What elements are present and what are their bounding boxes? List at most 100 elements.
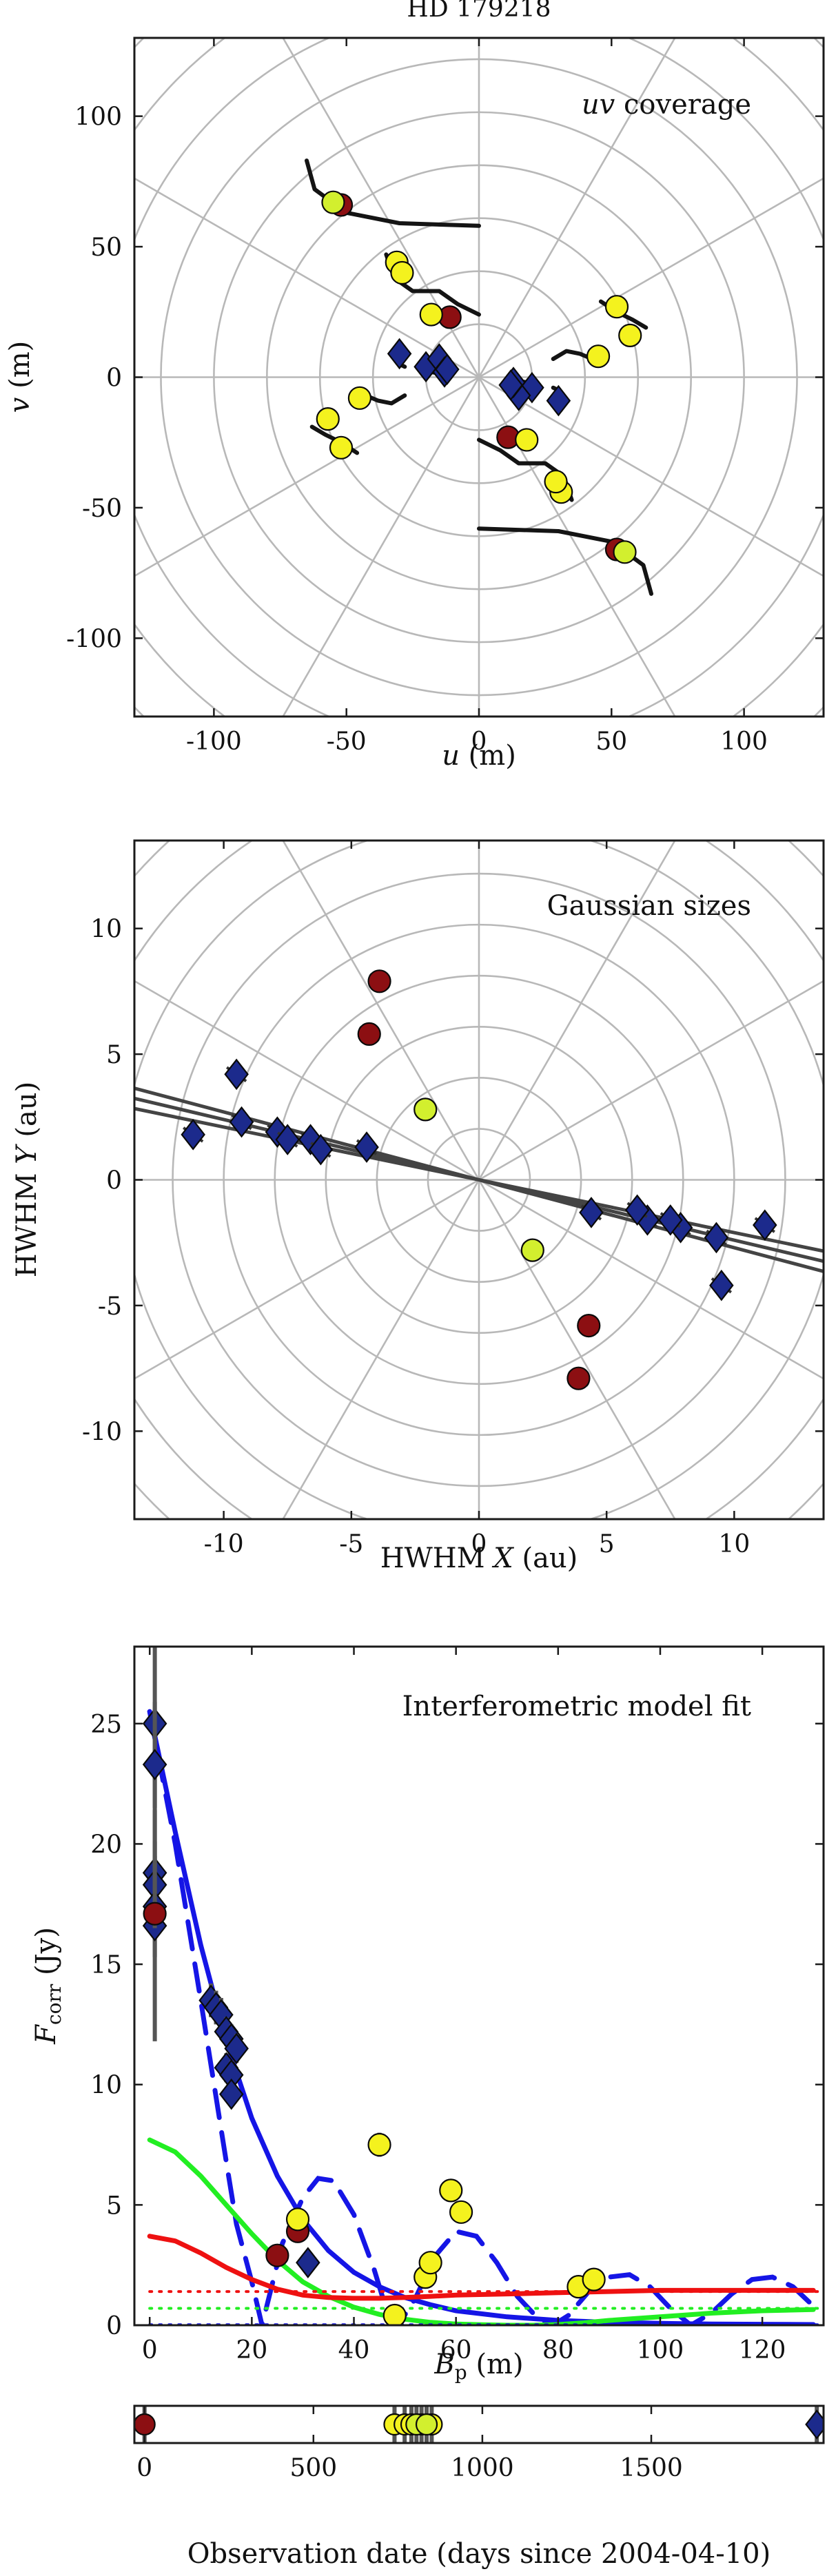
date-diamond-point: [805, 2409, 824, 2440]
uv-circle-point: [613, 540, 637, 564]
date-ticks: 0 500 1000 1500: [136, 2406, 683, 2482]
model-panel-title: Interferometric model fit: [402, 1691, 751, 1722]
model-line: [147, 1709, 816, 2325]
panel-uv-coverage: -100 -50 0 50 100 -100 -50 0 50 100 uv coverage u…: [4, 37, 825, 772]
uv-circle-point: [329, 435, 354, 460]
x-tick-label: -5: [339, 1530, 363, 1558]
gaussian-diamond-point: [704, 1222, 729, 1254]
gaussian-diamond-point: [709, 1269, 734, 1301]
model-diamond-point: [296, 2247, 320, 2278]
y-tick-label: 50: [90, 234, 122, 262]
uv-x-axis-label: u (m): [442, 740, 516, 772]
x-tick-label: 5: [599, 1530, 615, 1558]
x-tick-label: 60: [440, 2336, 472, 2364]
x-tick-label: 120: [739, 2336, 786, 2364]
date-points: [134, 2406, 824, 2443]
gaussian-circle-point: [577, 1313, 601, 1338]
x-tick-label: 500: [289, 2454, 337, 2482]
uv-y-axis-label: v (m): [4, 341, 36, 413]
y-tick-label: 5: [106, 2192, 122, 2220]
uv-circle-point: [321, 190, 345, 214]
uv-circle-point: [347, 386, 372, 410]
gaussian-circle-point: [357, 1022, 381, 1047]
model-ticks: 0 20 40 60 80 100 120 0 5 10 15 20 25: [90, 1647, 824, 2364]
gaussian-x-axis-label: HWHM X (au): [380, 1543, 578, 1574]
x-tick-label: 20: [236, 2336, 267, 2364]
date-circle-point: [134, 2413, 156, 2436]
uv-circle-point: [515, 428, 539, 452]
x-tick-label: 0: [471, 728, 487, 756]
date-circle-point: [415, 2413, 438, 2436]
date-plot-frame: [133, 2404, 825, 2444]
model-points: [142, 1647, 606, 2325]
uv-diamond-point: [498, 369, 523, 401]
gaussian-diamond-point: [229, 1106, 254, 1138]
y-tick-label: -100: [66, 625, 122, 653]
y-tick-label: -5: [98, 1292, 122, 1321]
y-tick-label: 10: [90, 2072, 122, 2100]
x-tick-label: 80: [542, 2336, 574, 2364]
grid-spoke: [134, 177, 824, 577]
x-tick-label: 50: [595, 728, 627, 756]
y-tick-label: -10: [82, 1418, 122, 1446]
grid-spoke: [282, 841, 676, 1519]
gaussian-panel-title: Gaussian sizes: [547, 890, 751, 922]
gaussian-circle-point: [367, 969, 391, 993]
uv-circle-point: [544, 469, 568, 494]
model-circle-point: [367, 2132, 391, 2157]
model-lines: [147, 1709, 824, 2325]
panel-model-fit: 0 20 40 60 80 100 120 0 5 10 15 20 25 Interferometri…: [30, 1645, 825, 2384]
x-tick-label: 0: [136, 2454, 152, 2482]
model-circle-point: [265, 2243, 289, 2267]
uv-circle-point: [586, 344, 611, 369]
gaussian-diamond-point: [354, 1131, 379, 1163]
x-tick-label: 100: [720, 728, 768, 756]
uv-circle-point: [390, 260, 414, 285]
panel-observation-dates: 0 500 1000 1500 Observation date (days sinc…: [133, 2404, 825, 2570]
uv-circle-point: [618, 323, 642, 347]
model-circle-point: [285, 2207, 310, 2232]
gaussian-ticks: -10 -5 0 5 10 -10 -5 0 5 10: [82, 841, 824, 1558]
gaussian-diamond-point: [308, 1133, 334, 1166]
x-tick-label: -10: [204, 1530, 244, 1558]
y-tick-label: 20: [90, 1831, 122, 1859]
model-x-axis-label: Bp (m): [433, 2349, 523, 2384]
uv-diamond-point: [435, 353, 460, 385]
model-diamond-point: [224, 2032, 249, 2065]
y-tick-label: 100: [74, 103, 122, 132]
uv-diamond-point: [546, 384, 571, 417]
gaussian-diamond-point: [275, 1124, 300, 1155]
model-diamond-point: [218, 2078, 244, 2110]
uv-polar-grid: [134, 38, 824, 717]
y-tick-label: 5: [106, 1041, 122, 1069]
x-tick-label: -100: [186, 728, 242, 756]
x-tick-label: 1000: [451, 2454, 514, 2482]
figure-title: HD 179218: [407, 0, 551, 23]
x-tick-label: 0: [142, 2336, 158, 2364]
uv-circle-point: [316, 407, 340, 431]
model-circle-point: [439, 2178, 463, 2203]
gaussian-diamond-point: [579, 1197, 604, 1228]
model-diamond-point: [142, 1749, 167, 1780]
gaussian-circle-point: [520, 1238, 544, 1262]
y-tick-label: 0: [106, 364, 122, 393]
gaussian-points: [181, 969, 777, 1390]
x-tick-label: 0: [471, 1530, 487, 1558]
y-tick-label: 15: [90, 1951, 122, 1979]
model-y-axis-label: Fcorr (Jy): [30, 1927, 65, 2045]
uv-circle-point: [604, 295, 629, 319]
gaussian-diamond-point: [224, 1058, 249, 1091]
gaussian-diamond-point: [181, 1119, 205, 1151]
grid-spoke: [282, 841, 676, 1519]
model-plot-frame: [133, 1645, 825, 2327]
grid-ring: [134, 38, 824, 717]
y-tick-label: 25: [90, 1711, 122, 1739]
x-tick-label: -50: [327, 728, 367, 756]
model-line: [147, 2137, 816, 2325]
uv-ticks: -100 -50 0 50 100 -100 -50 0 50 100: [66, 38, 824, 756]
y-tick-label: 0: [106, 2312, 122, 2340]
model-circle-point: [143, 1902, 167, 1926]
